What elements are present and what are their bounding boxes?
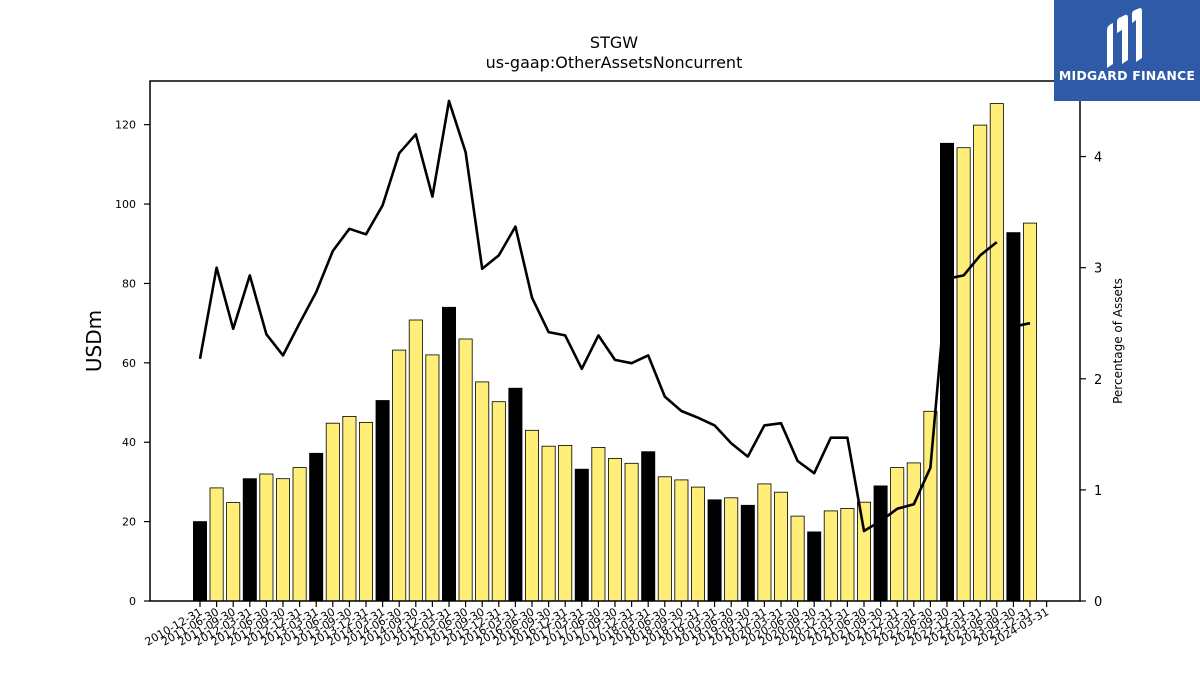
bar (840, 508, 855, 602)
bar (292, 467, 307, 602)
y-tick-label: 120 (115, 119, 136, 132)
y-tick-label: 20 (122, 516, 136, 529)
bar (956, 147, 971, 602)
bar (857, 501, 872, 602)
bar (209, 487, 224, 602)
y-tick-label: 0 (129, 595, 136, 608)
bar (375, 400, 390, 602)
y-tick-label: 80 (122, 277, 136, 290)
bar (458, 338, 473, 602)
bar (1006, 232, 1021, 602)
y2-tick-label: 4 (1094, 151, 1102, 166)
y2-tick-label: 0 (1094, 595, 1102, 610)
bar (724, 497, 739, 602)
bar (242, 478, 257, 602)
bar (259, 473, 274, 602)
midgard-m-icon (1107, 8, 1142, 68)
bar (906, 462, 921, 602)
y-axis-right: 0 1 2 3 4 (1080, 151, 1102, 610)
ratio-line-layer (198, 99, 1031, 533)
bar (525, 429, 540, 602)
bar (491, 401, 506, 602)
bar (508, 387, 523, 602)
bar (657, 476, 672, 602)
bar (890, 467, 905, 602)
y-axis-left: 0 20 40 60 80 100 120 (115, 119, 150, 608)
bar (641, 451, 656, 602)
bar (624, 462, 639, 602)
logo-text: MIDGARD FINANCE (1058, 68, 1196, 83)
bar (309, 452, 324, 602)
bar (558, 444, 573, 602)
bar (873, 485, 888, 602)
bar (740, 504, 755, 602)
bar (541, 445, 556, 602)
bar (823, 510, 838, 602)
bar (475, 381, 490, 602)
bar (591, 446, 606, 602)
bar (1023, 222, 1038, 602)
chart-subtitle: us-gaap:OtherAssetsNoncurrent (486, 53, 743, 72)
bar (923, 410, 938, 602)
bar (325, 422, 340, 602)
y-tick-label: 100 (115, 198, 136, 211)
bar (342, 415, 357, 602)
bar (408, 319, 423, 602)
bar (691, 486, 706, 602)
bar (807, 531, 822, 602)
bar (989, 103, 1004, 602)
bar (940, 142, 955, 602)
bar (574, 468, 589, 602)
y2-tick-label: 2 (1094, 373, 1102, 388)
bar (192, 521, 207, 602)
bar (757, 483, 772, 602)
midgard-finance-logo: MIDGARD FINANCE (1054, 0, 1200, 101)
bar (392, 349, 407, 602)
x-axis: 2010-12-312011-06-302011-09-302012-03-31… (143, 601, 1051, 649)
bar (358, 421, 373, 602)
bar (425, 354, 440, 602)
bar (608, 458, 623, 602)
y-tick-label: 40 (122, 436, 136, 449)
bars-layer (192, 103, 1038, 602)
bar (275, 478, 290, 602)
bar (226, 502, 241, 602)
y2-tick-label: 1 (1094, 484, 1102, 499)
chart-title: STGW (590, 33, 638, 52)
y-axis-label: USDm (82, 310, 106, 372)
y2-axis-label: Percentage of Assets (1111, 278, 1125, 404)
bar (674, 479, 689, 602)
ratio-line-segment (1013, 321, 1031, 328)
bar (790, 515, 805, 602)
ratio-line-segment (198, 99, 998, 533)
y2-tick-label: 3 (1094, 262, 1102, 277)
bar (441, 306, 456, 602)
bar (774, 491, 789, 602)
bar (973, 124, 988, 602)
bar (707, 499, 722, 602)
y-tick-label: 60 (122, 357, 136, 370)
